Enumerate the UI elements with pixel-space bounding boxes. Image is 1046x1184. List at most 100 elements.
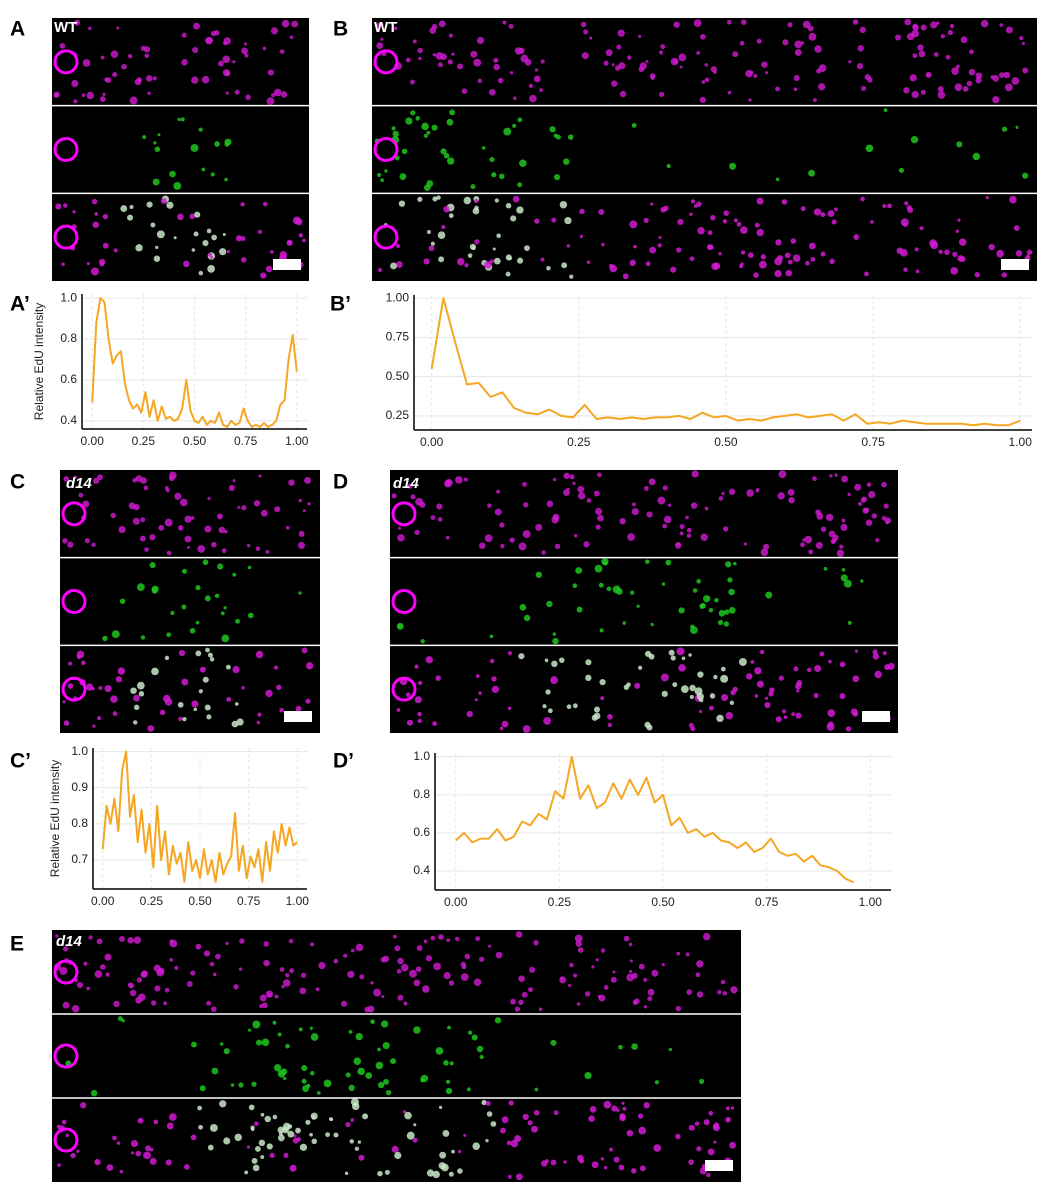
cell	[787, 22, 793, 28]
cell	[694, 1121, 700, 1126]
cell	[713, 1140, 717, 1144]
cell	[787, 488, 795, 496]
cell	[489, 259, 494, 264]
cell	[841, 518, 846, 523]
cell	[209, 961, 215, 967]
cell	[481, 1099, 487, 1106]
cell	[301, 647, 308, 654]
cell	[750, 660, 755, 664]
edu-cell	[841, 568, 846, 572]
cell	[81, 93, 86, 98]
cell	[448, 1171, 454, 1177]
cell	[455, 476, 463, 484]
cell	[651, 969, 659, 977]
edu-cell	[765, 591, 773, 599]
cell	[418, 56, 422, 61]
panel-label: B	[333, 18, 348, 41]
edu-cell	[217, 563, 224, 570]
cell	[206, 1000, 212, 1006]
cell	[647, 988, 655, 996]
cell	[603, 1100, 612, 1109]
cell	[778, 675, 784, 681]
cell	[99, 261, 105, 267]
edu-cell	[119, 598, 126, 604]
cell	[607, 714, 613, 720]
cell	[297, 541, 306, 549]
cell	[584, 991, 591, 997]
edu-cell	[221, 634, 230, 643]
cell	[61, 1119, 67, 1125]
cell	[71, 1004, 80, 1013]
cell	[479, 542, 486, 549]
cell	[295, 218, 303, 226]
cell	[484, 260, 492, 269]
cell	[722, 219, 728, 224]
cell	[940, 34, 946, 39]
micrograph	[390, 470, 898, 733]
cell	[540, 257, 545, 262]
cell	[304, 477, 312, 484]
cell	[718, 496, 724, 501]
cell	[1009, 195, 1017, 204]
cell	[456, 257, 465, 266]
cell	[437, 231, 446, 239]
cell	[535, 523, 543, 531]
cell	[260, 1112, 265, 1117]
cell	[883, 503, 889, 509]
cell	[676, 247, 682, 253]
cell	[626, 682, 631, 687]
cell	[104, 685, 112, 693]
cell	[436, 195, 441, 200]
cell	[819, 651, 825, 657]
cell	[509, 71, 514, 75]
cell	[696, 50, 701, 55]
cell	[448, 213, 454, 219]
edu-cell	[699, 1078, 705, 1084]
cell	[182, 717, 187, 722]
cell	[679, 531, 684, 536]
cell	[141, 970, 149, 978]
cell	[974, 272, 980, 278]
cell	[539, 88, 543, 93]
cell	[1005, 26, 1013, 34]
cell	[417, 196, 423, 202]
cell	[150, 1000, 157, 1006]
cell	[865, 519, 873, 527]
cell	[755, 489, 759, 493]
x-tick-label: 0.00	[91, 894, 115, 908]
cell	[410, 79, 415, 85]
cell	[730, 1106, 735, 1110]
edu-cell	[230, 1083, 235, 1087]
edu-cell	[198, 127, 203, 132]
cell	[153, 255, 161, 262]
cell	[252, 1164, 260, 1172]
cell	[414, 696, 422, 704]
cell	[623, 935, 630, 942]
cell	[551, 660, 558, 668]
cell	[204, 704, 211, 711]
cell	[289, 1164, 297, 1172]
cell	[110, 50, 119, 58]
cell	[698, 709, 703, 714]
cell	[827, 210, 835, 218]
cell	[574, 934, 583, 943]
edu-cell	[375, 1061, 384, 1070]
cell	[857, 45, 864, 52]
cell	[792, 254, 801, 263]
edu-cell	[277, 1032, 282, 1037]
edu-cell	[1022, 172, 1029, 179]
edu-cell	[177, 117, 181, 122]
edu-cell	[519, 159, 527, 168]
cell-wall	[53, 49, 79, 75]
edu-cell	[598, 582, 604, 588]
cell	[106, 1164, 114, 1171]
cell	[678, 664, 686, 672]
x-tick-label: 0.50	[714, 435, 738, 449]
cell	[813, 693, 819, 699]
cell	[834, 473, 838, 477]
cell	[499, 726, 504, 731]
cell	[262, 201, 268, 207]
edu-cell	[235, 618, 240, 624]
cell	[626, 1129, 634, 1137]
cell	[696, 201, 702, 207]
